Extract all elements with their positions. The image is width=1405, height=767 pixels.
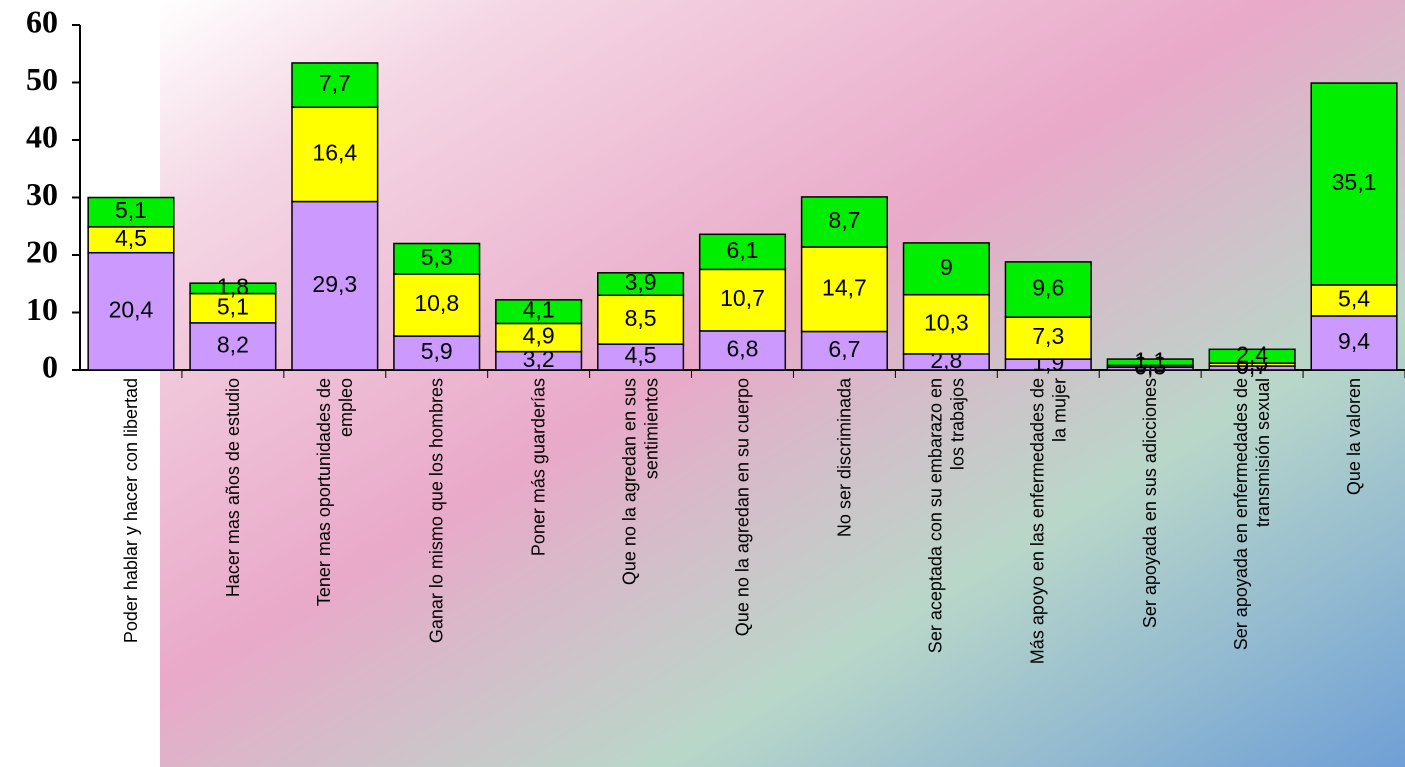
bar-segment — [902, 293, 990, 355]
value-label: 7,3 — [1032, 323, 1064, 349]
x-tick-label: Poner más guarderías — [529, 378, 549, 556]
y-tick-label: 10 — [26, 291, 58, 327]
x-tick-label: Hacer mas años de estudio — [223, 378, 243, 597]
value-label: 6,7 — [828, 336, 860, 362]
x-tick-label: No ser discriminada — [834, 377, 854, 537]
value-label: 35,1 — [1332, 169, 1377, 195]
value-label: 9,6 — [1032, 275, 1064, 301]
value-label: 16,4 — [312, 139, 357, 165]
bar-segment — [291, 62, 379, 108]
value-label: 4,5 — [625, 342, 657, 368]
bar-segment — [87, 196, 175, 228]
x-tick-label: Ser aceptada con su embarazo en los traba… — [925, 378, 967, 653]
value-label: 14,7 — [822, 274, 867, 300]
value-label: 5,1 — [217, 293, 249, 319]
bar-segment — [189, 322, 277, 371]
y-tick-label: 60 — [26, 3, 58, 39]
value-label: 4,5 — [115, 225, 147, 251]
x-tick-label: Que la valoren — [1344, 378, 1364, 495]
value-label: 9,4 — [1338, 328, 1370, 354]
bar-segment — [597, 294, 685, 345]
bar-segment — [393, 242, 481, 275]
bar-segment — [393, 273, 481, 337]
bar-segment — [902, 242, 990, 296]
x-tick-label: Ser apoyada en sus adicciones — [1140, 378, 1160, 628]
bar-segment — [1106, 358, 1194, 367]
x-tick-label: Poder hablar y hacer con libertad — [121, 378, 141, 643]
bar-segment — [291, 106, 379, 203]
value-label: 6,1 — [727, 237, 759, 263]
value-label: 20,4 — [109, 296, 154, 322]
y-tick-label: 20 — [26, 233, 58, 269]
y-tick-label: 0 — [42, 348, 58, 384]
bar-segment — [1310, 82, 1398, 286]
y-tick-label: 30 — [26, 176, 58, 212]
bar-segment — [393, 335, 481, 371]
value-label: 3,9 — [625, 269, 657, 295]
bar-segment — [698, 233, 787, 271]
value-label: 9 — [940, 254, 953, 280]
value-label: 5,9 — [421, 338, 453, 364]
bar-segment — [87, 251, 175, 371]
y-tick-label: 40 — [26, 118, 58, 154]
value-label: 8,5 — [625, 305, 657, 331]
value-label: 10,8 — [414, 290, 459, 316]
bar-segment — [87, 226, 175, 254]
x-tick-label: Que no la agredan en sus sentimientos — [620, 378, 662, 585]
value-label: 7,7 — [319, 70, 351, 96]
x-tick-label: Que no la agredan en su cuerpo — [733, 378, 753, 636]
x-tick-label: Más apoyo en las enfermedades de la mujer — [1027, 378, 1069, 664]
x-tick-label: Ser apoyada en enfermedades de transmisió… — [1231, 378, 1273, 650]
bar-segment — [597, 272, 685, 297]
bar-segment — [495, 299, 583, 325]
value-label: 5,3 — [421, 244, 453, 270]
value-label: 5,4 — [1338, 286, 1370, 312]
bar-segment — [597, 343, 685, 371]
bar-segment — [495, 322, 583, 353]
bar-segment — [698, 330, 787, 371]
value-label: 2,4 — [1236, 341, 1268, 367]
value-label: 29,3 — [312, 271, 357, 297]
value-label: 8,2 — [217, 332, 249, 358]
bar-segment — [291, 200, 379, 371]
value-label: 10,7 — [720, 285, 765, 311]
value-label: 8,7 — [828, 207, 860, 233]
value-label: 4,1 — [523, 297, 555, 323]
bar-segment — [1208, 348, 1296, 364]
value-label: 1,8 — [217, 273, 249, 299]
value-label: 10,3 — [924, 309, 969, 335]
y-tick-label: 50 — [26, 61, 58, 97]
bar-segment — [1310, 315, 1398, 371]
bar-segment — [1004, 316, 1092, 360]
value-label: 6,8 — [727, 336, 759, 362]
value-label: 5,1 — [115, 197, 147, 223]
value-label: 1,1 — [1134, 347, 1166, 373]
bar-segment — [1004, 261, 1092, 318]
x-tick-label: Ganar lo mismo que los hombres — [427, 378, 447, 643]
bar-segment — [800, 196, 888, 248]
x-tick-label: Tener mas oportunidades de empleo — [314, 378, 356, 606]
bar-segment — [1310, 284, 1398, 317]
bar-segment — [189, 282, 277, 295]
value-label: 4,9 — [523, 323, 555, 349]
